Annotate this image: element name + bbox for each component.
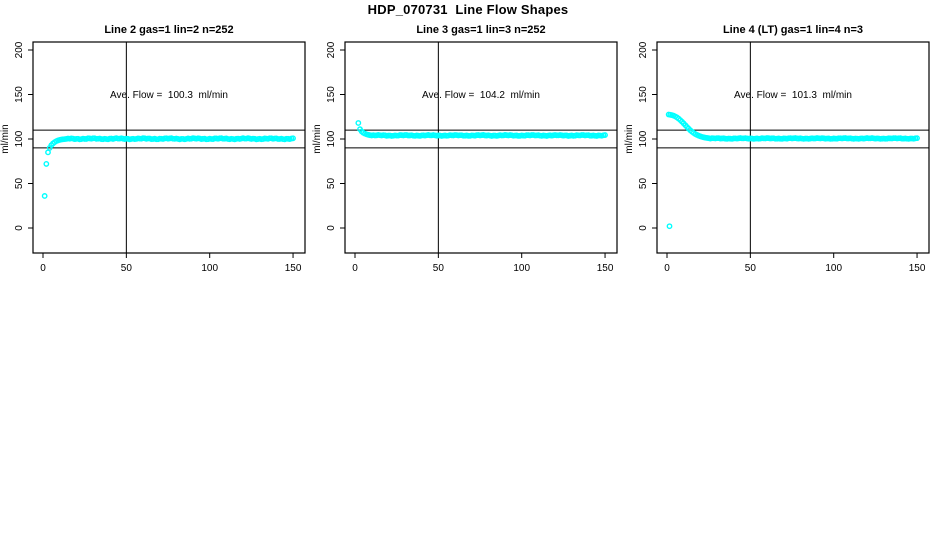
ave-flow-annotation-line4: Ave. Flow = 101.3 ml/min [734, 90, 852, 101]
y-tick-label: 0 [326, 225, 337, 231]
panel-line2: Line 2 gas=1 lin=2 n=252 0 50 100 150 0 50 100… [0, 0, 312, 290]
x-tick-label: 50 [745, 263, 757, 274]
x-tick-label: 100 [513, 263, 530, 274]
data-point [43, 161, 50, 167]
data-point [355, 120, 362, 126]
y-tick-label: 200 [14, 41, 25, 58]
panel-line4: Line 4 (LT) gas=1 lin=4 n=3 0 50 100 150 0 50… [624, 0, 936, 290]
y-tick-label: 0 [638, 225, 649, 231]
x-tick-label: 100 [825, 263, 842, 274]
y-tick-label: 50 [14, 178, 25, 190]
x-tick-label: 0 [664, 263, 670, 274]
x-tick-label: 100 [201, 263, 218, 274]
y-axis-label: ml/min [0, 124, 11, 153]
panel-title-line4: Line 4 (LT) gas=1 lin=4 n=3 [722, 24, 864, 36]
panel-title-line3: Line 3 gas=1 lin=3 n=252 [416, 24, 546, 36]
data-point [290, 135, 296, 142]
data-points [355, 120, 608, 139]
y-tick-label: 200 [638, 41, 649, 58]
y-tick-label: 100 [638, 130, 649, 147]
data-point [41, 193, 48, 199]
y-axis-label: ml/min [624, 124, 635, 153]
x-tick-label: 150 [597, 263, 614, 274]
y-tick-label: 50 [638, 178, 649, 190]
y-tick-label: 150 [638, 86, 649, 103]
x-tick-label: 50 [433, 263, 445, 274]
x-tick-label: 0 [352, 263, 358, 274]
x-tick-label: 150 [909, 263, 926, 274]
data-point [45, 149, 51, 156]
x-tick-label: 50 [121, 263, 133, 274]
data-points [665, 111, 920, 230]
y-tick-label: 150 [14, 86, 25, 103]
chart-line4: 0 50 100 150 0 50 100 150 200 ml/min [624, 41, 930, 274]
y-tick-label: 100 [14, 130, 25, 147]
plot-box [32, 41, 306, 254]
ave-flow-annotation-line3: Ave. Flow = 104.2 ml/min [422, 90, 540, 101]
main-title: HDP_070731 Line Flow Shapes [367, 2, 569, 17]
plot-box [656, 41, 930, 254]
y-tick-label: 100 [326, 130, 337, 147]
y-tick-label: 50 [326, 178, 337, 190]
data-points [41, 135, 296, 199]
outlier-point [666, 223, 673, 230]
y-tick-label: 150 [326, 86, 337, 103]
plot-box [344, 41, 618, 254]
y-tick-label: 200 [326, 41, 337, 58]
panel-title-line2: Line 2 gas=1 lin=2 n=252 [104, 24, 234, 36]
panel-line3: Line 3 gas=1 lin=3 n=252 0 50 100 150 0 50 100… [312, 0, 624, 290]
chart-line2: 0 50 100 150 0 50 100 150 200 ml/min [0, 41, 306, 274]
y-tick-label: 0 [14, 225, 25, 231]
y-axis-label: ml/min [312, 124, 323, 153]
data-point [914, 135, 920, 142]
x-tick-label: 150 [285, 263, 302, 274]
ave-flow-annotation-line2: Ave. Flow = 100.3 ml/min [110, 90, 228, 101]
chart-line3: 0 50 100 150 0 50 100 150 200 ml/min [312, 41, 618, 274]
x-tick-label: 0 [40, 263, 46, 274]
data-point [602, 132, 608, 138]
